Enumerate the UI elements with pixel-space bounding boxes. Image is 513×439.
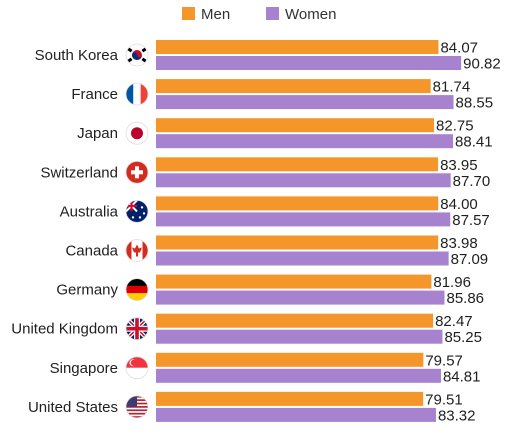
switzerland-flag-icon bbox=[125, 160, 149, 184]
category-label-singapore: Singapore bbox=[50, 360, 118, 377]
bar-men-germany bbox=[156, 274, 432, 289]
category-label-switzerland: Switzerland bbox=[40, 164, 118, 181]
bar-women-singapore bbox=[156, 368, 441, 383]
value-label-women-germany: 85.86 bbox=[446, 290, 484, 307]
bars bbox=[156, 40, 462, 422]
value-label-women-switzerland: 87.70 bbox=[453, 173, 491, 190]
value-label-women-united-states: 83.32 bbox=[438, 407, 476, 424]
category-label-germany: Germany bbox=[56, 282, 118, 299]
value-label-women-australia: 87.57 bbox=[452, 212, 490, 229]
bar-men-south-korea bbox=[156, 40, 439, 54]
legend-item-women: Women bbox=[266, 6, 336, 23]
bar-men-japan bbox=[156, 118, 435, 133]
category-label-canada: Canada bbox=[65, 243, 118, 260]
bar-women-switzerland bbox=[156, 173, 451, 188]
bar-women-germany bbox=[156, 290, 445, 305]
value-label-men-south-korea: 84.07 bbox=[440, 40, 478, 57]
legend-item-men: Men bbox=[182, 6, 230, 23]
value-label-men-singapore: 79.57 bbox=[425, 352, 463, 369]
value-label-men-canada: 83.98 bbox=[440, 235, 478, 252]
bar-men-singapore bbox=[156, 352, 424, 367]
value-label-women-canada: 87.09 bbox=[451, 251, 489, 268]
category-label-united-states: United States bbox=[28, 399, 118, 416]
category-label-japan: Japan bbox=[77, 125, 118, 142]
bar-men-united-states bbox=[156, 391, 424, 406]
category-label-france: France bbox=[71, 86, 118, 103]
bar-women-japan bbox=[156, 134, 454, 149]
value-label-women-singapore: 84.81 bbox=[443, 368, 481, 385]
category-label-south-korea: South Korea bbox=[35, 47, 119, 64]
bar-women-canada bbox=[156, 251, 449, 266]
united-states-flag-icon bbox=[125, 395, 149, 419]
value-label-men-japan: 82.75 bbox=[436, 118, 474, 135]
bar-women-united-states bbox=[156, 407, 436, 422]
bar-men-france bbox=[156, 79, 431, 94]
bar-women-australia bbox=[156, 212, 451, 227]
australia-flag-icon bbox=[125, 199, 149, 223]
bar-women-south-korea bbox=[156, 56, 462, 70]
legend: Men Women bbox=[182, 6, 336, 23]
value-label-men-france: 81.74 bbox=[433, 79, 471, 96]
south-korea-flag-icon bbox=[125, 43, 149, 67]
bar-men-canada bbox=[156, 235, 439, 250]
bar-men-switzerland bbox=[156, 157, 439, 172]
legend-label-women: Women bbox=[285, 6, 336, 23]
value-label-men-germany: 81.96 bbox=[433, 274, 471, 291]
japan-flag-icon bbox=[125, 121, 149, 145]
bar-men-united-kingdom bbox=[156, 313, 434, 328]
value-label-men-australia: 84.00 bbox=[440, 196, 478, 213]
value-label-men-united-kingdom: 82.47 bbox=[435, 313, 473, 330]
value-label-women-united-kingdom: 85.25 bbox=[444, 329, 482, 346]
category-label-australia: Australia bbox=[60, 203, 119, 220]
legend-swatch-women bbox=[266, 7, 279, 20]
bar-men-australia bbox=[156, 196, 439, 211]
value-label-men-united-states: 79.51 bbox=[425, 391, 463, 408]
germany-flag-icon bbox=[125, 278, 149, 302]
value-label-women-france: 88.55 bbox=[456, 95, 494, 112]
category-labels: South Korea France Japan Switzerland Austral… bbox=[11, 47, 118, 416]
united-kingdom-flag-icon bbox=[125, 317, 149, 341]
value-label-men-switzerland: 83.95 bbox=[440, 157, 478, 174]
value-label-women-south-korea: 90.82 bbox=[463, 56, 501, 73]
canada-flag-icon bbox=[125, 239, 149, 262]
singapore-flag-icon bbox=[125, 356, 149, 380]
category-label-united-kingdom: United Kingdom bbox=[11, 321, 118, 338]
flag-icons bbox=[125, 43, 149, 419]
legend-swatch-men bbox=[182, 7, 195, 20]
bar-women-united-kingdom bbox=[156, 329, 443, 344]
legend-label-men: Men bbox=[201, 6, 230, 23]
bar-women-france bbox=[156, 95, 454, 110]
france-flag-icon bbox=[125, 82, 149, 106]
value-label-women-japan: 88.41 bbox=[455, 134, 493, 151]
